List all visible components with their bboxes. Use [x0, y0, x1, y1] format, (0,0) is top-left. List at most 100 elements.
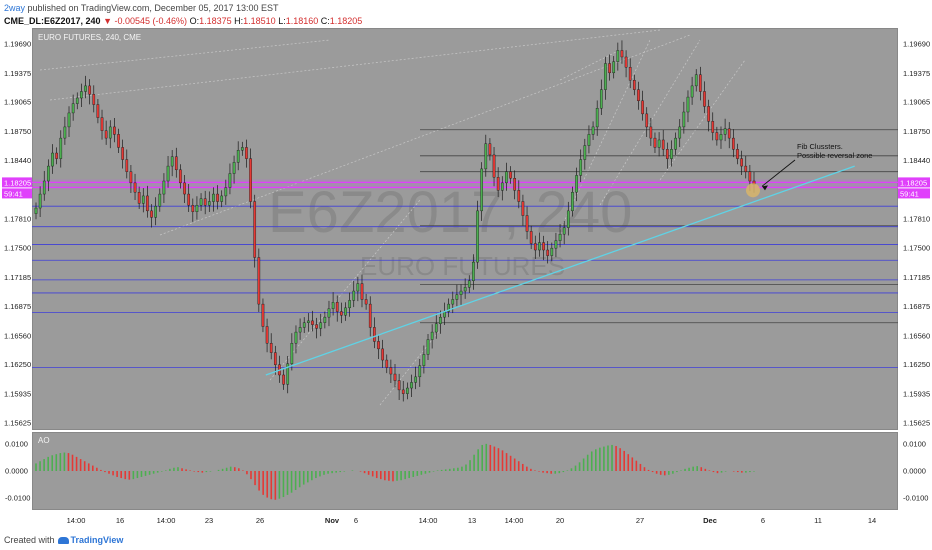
candle-body — [587, 134, 591, 146]
candle-body — [410, 382, 413, 389]
y-tick-left: 1.18750 — [4, 127, 31, 136]
y-tick-right: 1.18750 — [903, 127, 930, 136]
candle-body — [240, 147, 244, 151]
candle-body — [364, 299, 368, 305]
candle-body — [575, 175, 578, 193]
candle-body — [245, 147, 248, 159]
candle-body — [727, 128, 731, 139]
candle-body — [591, 126, 595, 135]
candle-body — [47, 165, 50, 182]
x-tick: 14:00 — [505, 516, 524, 525]
candle-body — [604, 63, 607, 90]
open-value: 1.18375 — [199, 16, 232, 26]
y-tick-left: 1.15935 — [4, 390, 31, 399]
candle-body — [253, 201, 257, 258]
candle-body — [236, 150, 240, 163]
fib-fan-line — [599, 39, 701, 206]
ao-tick-right: -0.0100 — [903, 494, 928, 503]
candle-body — [191, 205, 195, 212]
fib-fan-line — [49, 29, 661, 101]
candle-body — [414, 376, 417, 383]
candle-body — [628, 67, 632, 81]
y-tick-right: 1.16875 — [903, 302, 930, 311]
ao-title: AO — [38, 436, 50, 445]
published-line: 2way published on TradingView.com, Decem… — [4, 3, 279, 13]
candle-body — [146, 195, 149, 212]
tradingview-link[interactable]: TradingView — [70, 535, 124, 545]
change-value: -0.00545 (-0.46%) — [114, 16, 188, 26]
candle-body — [393, 373, 397, 381]
candle-body — [207, 201, 211, 206]
candle-body — [517, 190, 521, 202]
y-tick-left: 1.17810 — [4, 215, 31, 224]
close-value: 1.18205 — [329, 16, 363, 26]
y-tick-right: 1.16250 — [903, 360, 930, 369]
candle-body — [203, 198, 207, 206]
candle-body — [571, 191, 574, 212]
candle-body — [505, 171, 508, 184]
candle-body — [703, 91, 706, 107]
fib-fan-line — [559, 49, 621, 81]
candle-body — [620, 50, 624, 58]
candle-body — [719, 134, 723, 141]
candle-body — [529, 231, 533, 244]
candle-body — [653, 137, 657, 148]
y-tick-left: 1.18440 — [4, 156, 31, 165]
candle-body — [187, 193, 191, 206]
candle-body — [129, 171, 133, 184]
candle-body — [141, 195, 145, 204]
candle-body — [439, 316, 442, 324]
ao-tick-left: 0.0000 — [5, 467, 28, 476]
candle-body — [290, 343, 294, 364]
candle-body — [422, 354, 426, 366]
x-tick: 6 — [761, 516, 765, 525]
chart-canvas[interactable]: E6Z2017, 240 EURO FUTURES 1.19690 1.19690 1… — [0, 0, 932, 530]
candle-body — [740, 158, 743, 167]
watermark-symbol: E6Z2017, 240 — [268, 180, 632, 245]
candle-body — [273, 352, 277, 365]
open-label: O: — [189, 16, 200, 26]
countdown-right: 59:41 — [900, 189, 919, 198]
candle-body — [63, 126, 67, 139]
x-tick: 14:00 — [419, 516, 438, 525]
candle-body — [298, 327, 302, 333]
candle-body — [616, 50, 620, 62]
candle-body — [670, 149, 673, 159]
candle-body — [121, 147, 124, 160]
x-tick: 13 — [468, 516, 476, 525]
candle-body — [302, 322, 306, 328]
candle-body — [657, 139, 661, 148]
candle-body — [67, 112, 71, 128]
footer: Created with TradingView — [4, 535, 123, 545]
candle-body — [542, 242, 545, 251]
candle-body — [579, 159, 583, 176]
candle-body — [55, 152, 58, 159]
candle-body — [344, 307, 347, 316]
candle-body — [686, 96, 690, 113]
y-tick-left: 1.19375 — [4, 69, 31, 78]
candle-body — [612, 61, 616, 74]
candle-body — [340, 311, 343, 316]
annotation-line-1: Fib Clussters. — [797, 142, 843, 151]
fib-fan-line — [559, 39, 651, 231]
ao-tick-right: 0.0100 — [903, 439, 926, 448]
y-tick-left: 1.17185 — [4, 273, 31, 282]
x-tick: 16 — [116, 516, 124, 525]
candle-body — [496, 177, 500, 191]
candle-body — [566, 210, 570, 228]
candle-body — [269, 343, 273, 353]
candle-body — [381, 348, 384, 361]
candle-body — [307, 320, 310, 323]
candle-body — [108, 126, 112, 139]
candle-body — [509, 171, 512, 179]
candle-body — [666, 149, 669, 159]
author-link[interactable]: 2way — [4, 3, 26, 13]
candle-body — [641, 100, 644, 115]
high-label: H: — [234, 16, 244, 26]
candle-body — [323, 316, 327, 323]
y-tick-left: 1.17500 — [4, 244, 31, 253]
candle-body — [162, 180, 166, 195]
x-tick: 6 — [354, 516, 358, 525]
y-tick-right: 1.18440 — [903, 156, 930, 165]
candle-body — [674, 137, 677, 150]
